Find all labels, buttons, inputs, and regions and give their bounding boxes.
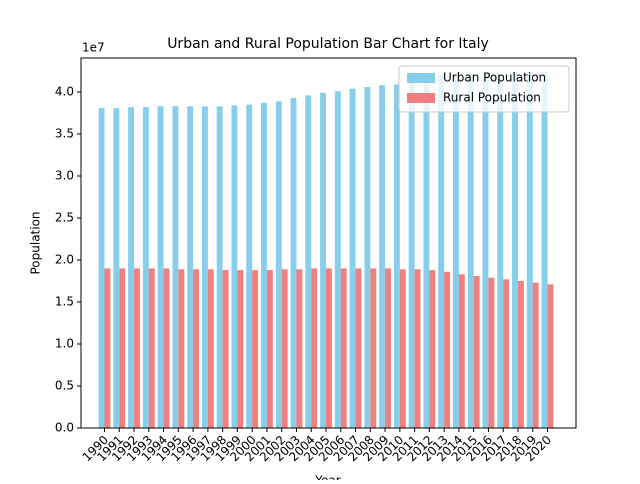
bar — [423, 80, 430, 429]
bar — [526, 71, 533, 428]
chart-title: Urban and Rural Population Bar Chart for… — [167, 36, 489, 52]
bar — [379, 85, 386, 428]
bar — [355, 268, 362, 428]
bar — [266, 270, 273, 428]
bar — [290, 97, 297, 429]
bar — [488, 277, 495, 428]
y-tick-label: 0.0 — [55, 421, 74, 435]
bar — [385, 268, 391, 428]
y-tick-label: 3.0 — [55, 169, 74, 183]
bar — [414, 269, 421, 428]
bar — [497, 73, 504, 429]
legend-box — [398, 65, 570, 113]
bar — [364, 86, 371, 429]
bar — [408, 82, 415, 429]
bar — [172, 106, 179, 428]
bar — [452, 75, 459, 429]
plot-frame — [80, 57, 577, 429]
legend: Urban Population Rural Population — [398, 65, 570, 113]
bar — [340, 268, 347, 428]
bar — [393, 84, 400, 429]
bar — [517, 281, 524, 428]
bar — [163, 268, 170, 428]
bar — [119, 268, 126, 428]
bar — [532, 282, 539, 428]
bar — [275, 101, 282, 428]
bar — [128, 107, 135, 429]
bar — [334, 91, 341, 428]
legend-label: Rural Population — [443, 91, 541, 105]
bar — [216, 106, 223, 428]
bar — [320, 92, 326, 428]
bar — [296, 269, 303, 428]
bar — [281, 269, 288, 428]
bar — [429, 270, 436, 428]
bar — [252, 270, 259, 428]
bar — [187, 106, 194, 428]
bar — [370, 268, 377, 428]
bar — [503, 279, 510, 428]
y-tick-label: 2.0 — [55, 253, 74, 267]
bar — [113, 107, 120, 428]
bar — [326, 268, 332, 428]
bar — [512, 72, 518, 428]
bar — [444, 271, 451, 428]
y-tick-label: 0.5 — [55, 379, 74, 393]
bar — [157, 106, 164, 428]
bar — [547, 284, 554, 428]
bar — [142, 107, 149, 429]
legend-label: Urban Population — [443, 71, 546, 85]
bar — [222, 270, 229, 428]
bar — [438, 76, 445, 428]
bar — [148, 268, 155, 428]
bar — [98, 107, 105, 428]
bar — [207, 269, 214, 428]
bar — [349, 88, 356, 429]
bar — [237, 270, 244, 428]
bar — [201, 106, 208, 428]
bar — [311, 268, 318, 428]
bar — [178, 269, 185, 428]
bar — [246, 104, 253, 428]
bar — [473, 275, 480, 428]
bar — [193, 269, 200, 428]
y-tick-label: 3.5 — [55, 127, 74, 141]
bar — [541, 71, 548, 428]
y-tick-label: 1.5 — [55, 295, 74, 309]
bar — [305, 95, 312, 428]
bar — [458, 274, 465, 428]
y-tick-label: 4.0 — [55, 85, 74, 99]
legend-swatch — [407, 93, 435, 103]
x-axis-label: Year — [314, 474, 340, 481]
bar — [399, 269, 406, 428]
bar — [231, 105, 238, 429]
bar — [104, 268, 111, 428]
bar — [482, 73, 489, 429]
bar — [467, 74, 474, 428]
y-axis-label: Population — [29, 211, 43, 274]
y-tick-label: 2.5 — [55, 211, 74, 225]
y-tick-label: 1.0 — [55, 337, 74, 351]
legend-swatch — [407, 73, 435, 83]
bar — [261, 102, 267, 429]
y-offset-label: 1e7 — [82, 41, 105, 55]
bar — [134, 268, 140, 428]
